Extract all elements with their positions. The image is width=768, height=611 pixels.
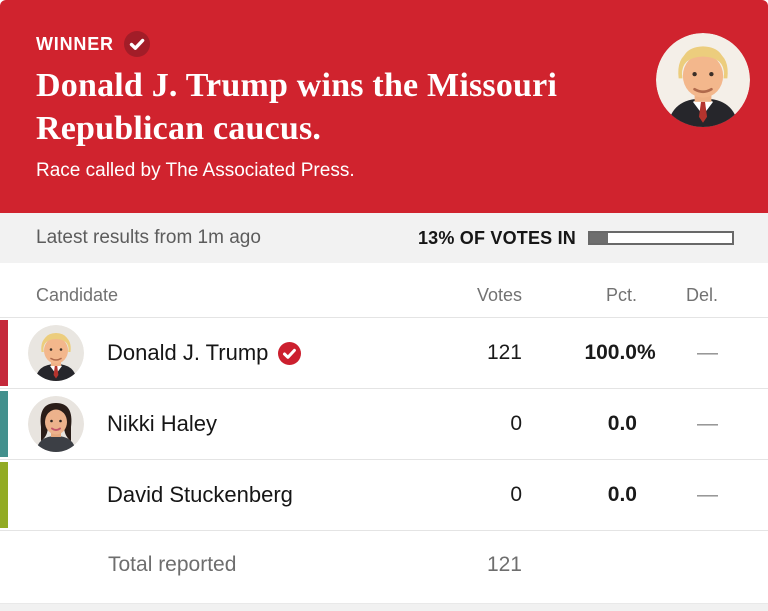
table-row-trump: Donald J. Trump 121 100.0% — — [0, 317, 768, 388]
pct-number: 0.0 — [607, 483, 637, 506]
candidate-name-text: David Stuckenberg — [107, 482, 293, 507]
party-accent-bar — [0, 320, 8, 386]
candidate-name: David Stuckenberg — [107, 482, 293, 508]
winner-check-icon — [278, 341, 302, 365]
headline: Donald J. Trump wins the Missouri Republ… — [36, 67, 558, 148]
trump-portrait-icon — [656, 33, 750, 127]
candidate-cell: Donald J. Trump — [0, 325, 432, 381]
col-header-candidate: Candidate — [36, 285, 119, 305]
votes-in-group: 13% OF VOTES IN — [418, 228, 734, 249]
trump-avatar — [28, 325, 84, 381]
col-header-pct: Pct. — [605, 285, 637, 305]
winner-check-icon — [123, 31, 150, 57]
table-row-haley: Nikki Haley 0 0.0 — — [0, 388, 768, 459]
trump-photo — [656, 33, 750, 127]
total-reported-row: Total reported 121 — [0, 530, 768, 599]
votes-in-progress-fill — [590, 233, 609, 243]
col-header-votes: Votes — [476, 285, 522, 305]
bottom-divider — [0, 603, 768, 611]
status-bar: Latest results from 1m ago 13% OF VOTES … — [0, 213, 768, 263]
haley-avatar-icon — [28, 396, 84, 452]
candidate-cell: David Stuckenberg — [0, 482, 432, 508]
votes-in-label: 13% OF VOTES IN — [417, 227, 576, 248]
pct-value: 0.0 — [522, 483, 637, 507]
results-table-header: Candidate Votes Pct. Del. — [0, 263, 768, 317]
del-value: — — [697, 341, 718, 364]
total-label: Total reported — [108, 553, 237, 576]
votes-value: 0 — [510, 412, 522, 435]
pct-value: 0.0 — [522, 412, 637, 436]
pct-number: 0.0 — [607, 412, 637, 435]
candidate-name: Donald J. Trump — [107, 340, 302, 366]
candidate-cell: Nikki Haley — [0, 396, 432, 452]
del-value: — — [697, 412, 718, 435]
race-called-text: Race called by The Associated Press. — [36, 160, 355, 182]
candidate-name: Nikki Haley — [107, 411, 217, 437]
votes-value: 0 — [510, 483, 522, 506]
del-value: — — [697, 483, 718, 506]
winner-row: WINNER — [36, 31, 732, 57]
haley-avatar — [28, 396, 84, 452]
pct-number: 100.0 — [584, 341, 637, 364]
total-votes-value: 121 — [486, 553, 522, 576]
pct-value: 100.0% — [522, 341, 655, 365]
winner-label: WINNER — [36, 33, 114, 54]
party-accent-bar — [0, 462, 8, 528]
col-header-del: Del. — [685, 285, 718, 305]
votes-in-progress-bar — [588, 231, 734, 245]
trump-avatar-icon — [28, 325, 84, 381]
table-row-stuckenberg: David Stuckenberg 0 0.0 — — [0, 459, 768, 530]
latest-results-text: Latest results from 1m ago — [36, 227, 261, 248]
pct-sign: % — [637, 341, 656, 364]
candidate-name-text: Nikki Haley — [107, 411, 218, 436]
candidate-name-text: Donald J. Trump — [107, 340, 269, 365]
votes-value: 121 — [486, 341, 522, 364]
winner-banner: WINNER Donald J. Trump wins the Missouri… — [0, 0, 768, 213]
party-accent-bar — [0, 391, 8, 457]
